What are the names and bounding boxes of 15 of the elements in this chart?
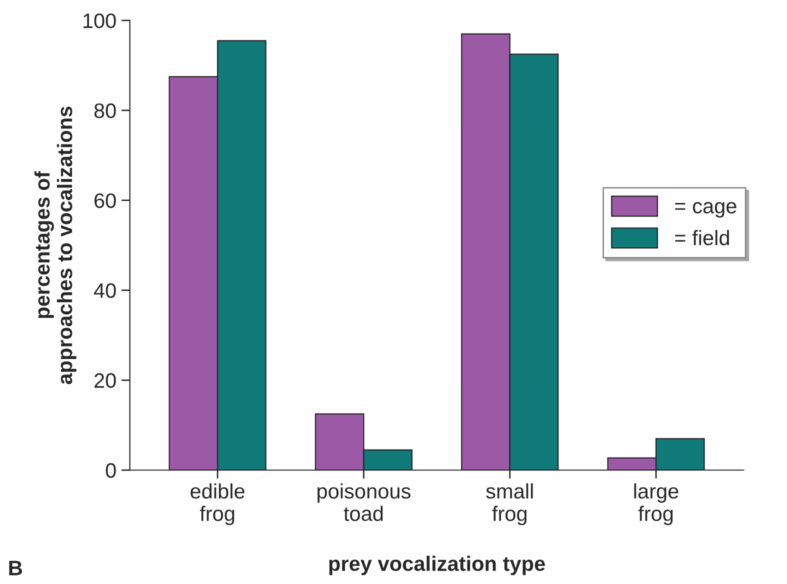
x-axis-title: prey vocalization type [329, 556, 545, 576]
text: B [9, 560, 22, 576]
y-tick-label: 20 [94, 373, 116, 388]
y-tick-label: 40 [94, 283, 116, 298]
x-tick-label: poisonous toad [318, 483, 410, 522]
x-tick-label: large frog [634, 483, 678, 526]
y-tick-label: 80 [94, 103, 116, 118]
x-tick-label: small frog [486, 483, 533, 526]
legend-label: = cage [675, 202, 736, 218]
x-tick-label: edible frog [190, 483, 244, 526]
y-axis-title: percentages of approaches to vocalizations [34, 106, 76, 384]
y-tick-label: 0 [106, 463, 116, 478]
y-tick-label: 60 [94, 193, 116, 208]
legend-label: = field [675, 230, 729, 246]
y-tick-label: 100 [83, 13, 116, 28]
